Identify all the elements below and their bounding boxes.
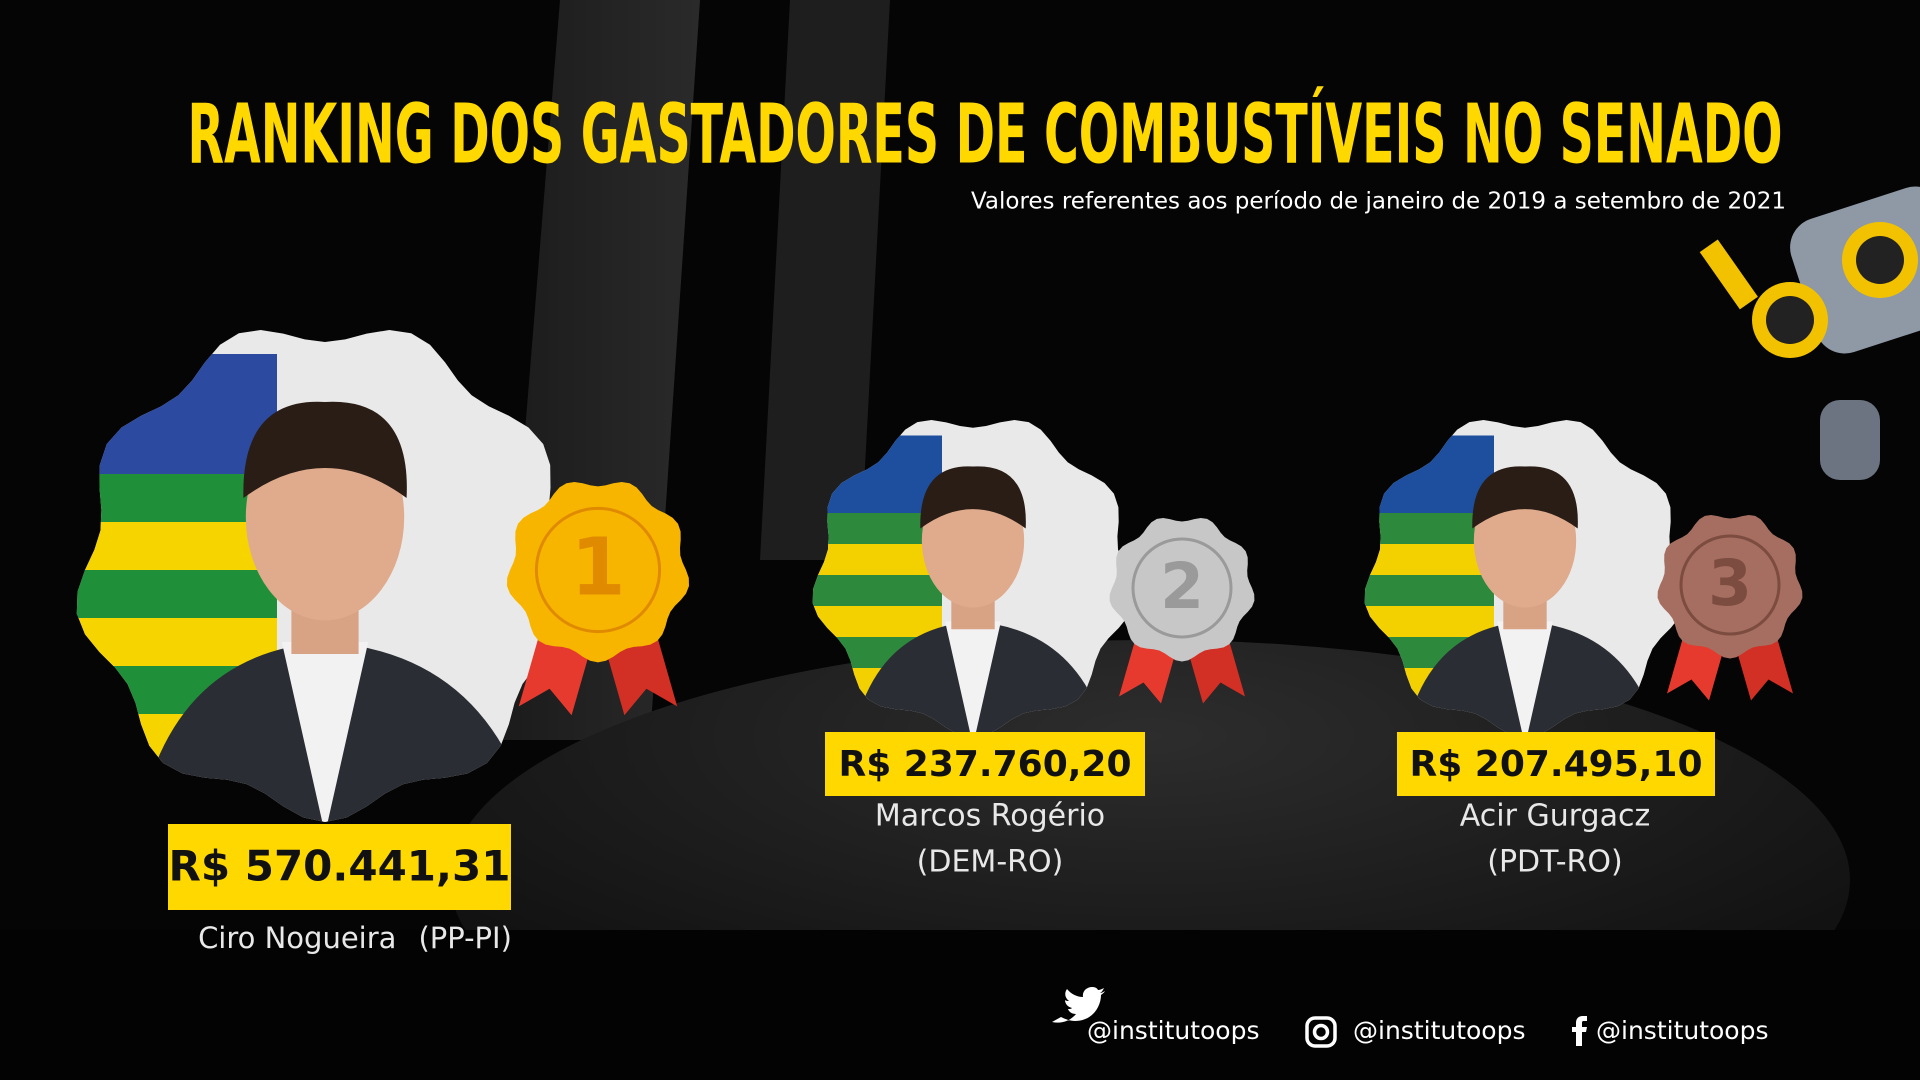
flag-stripe bbox=[76, 570, 277, 618]
senator-party: (PP-PI) bbox=[418, 921, 511, 955]
medal: 2 bbox=[1109, 518, 1255, 704]
flag-stripe bbox=[76, 618, 277, 666]
subtitle: Valores referentes aos período de janeir… bbox=[971, 189, 1786, 215]
hair bbox=[1472, 466, 1578, 529]
instagram-handle: @institutoops bbox=[1353, 1016, 1526, 1045]
flag-stripe bbox=[812, 575, 942, 606]
amount-box bbox=[168, 824, 511, 910]
medal-rank: 1 bbox=[570, 520, 625, 613]
amount: R$ 237.760,20 bbox=[838, 744, 1131, 785]
shirt bbox=[281, 642, 369, 822]
facebook-handle: @institutoops bbox=[1596, 1016, 1769, 1045]
amount-box bbox=[825, 732, 1145, 796]
footer: @institutoops @institutoops @institutoop… bbox=[1052, 987, 1769, 1048]
flag-stripe bbox=[1364, 575, 1494, 606]
medal-center bbox=[1131, 537, 1233, 639]
flag-stripe bbox=[812, 606, 942, 637]
twitter-icon bbox=[1052, 987, 1105, 1023]
amount-box bbox=[1397, 732, 1715, 796]
flag-stripe bbox=[1364, 544, 1494, 575]
senator-name: Marcos Rogério bbox=[875, 799, 1105, 834]
medal: 3 bbox=[1657, 515, 1803, 701]
flag-stripe bbox=[1364, 606, 1494, 637]
title: RANKING DOS GASTADORES DE COMBUSTÍVEIS N… bbox=[188, 86, 1783, 182]
instagram-icon bbox=[1305, 1016, 1337, 1048]
twitter-handle: @institutoops bbox=[1087, 1016, 1260, 1045]
flag-stripe bbox=[812, 544, 942, 575]
medal-rank: 2 bbox=[1160, 550, 1204, 623]
ground bbox=[0, 930, 1920, 1080]
hair bbox=[920, 466, 1026, 529]
tower bbox=[760, 0, 890, 560]
medal: 1 bbox=[507, 482, 689, 716]
shirt bbox=[1497, 621, 1553, 738]
facebook-icon bbox=[1572, 1016, 1587, 1046]
medal-center bbox=[534, 506, 662, 634]
medal-center bbox=[1679, 534, 1781, 636]
amount: R$ 570.441,31 bbox=[169, 842, 511, 891]
mascot bbox=[1699, 186, 1920, 480]
flag-stripe bbox=[76, 522, 277, 570]
shirt bbox=[945, 621, 1001, 738]
hair bbox=[243, 401, 407, 498]
medal-rank: 3 bbox=[1708, 547, 1752, 620]
senator: Ciro Nogueira (PP-PI) bbox=[198, 921, 512, 955]
amount: R$ 207.495,10 bbox=[1409, 744, 1702, 785]
senator-name: Acir Gurgacz bbox=[1460, 799, 1650, 834]
senator-party: (PDT-RO) bbox=[1487, 845, 1622, 880]
senator-party: (DEM-RO) bbox=[917, 845, 1064, 880]
senator-name: Ciro Nogueira bbox=[198, 921, 396, 955]
